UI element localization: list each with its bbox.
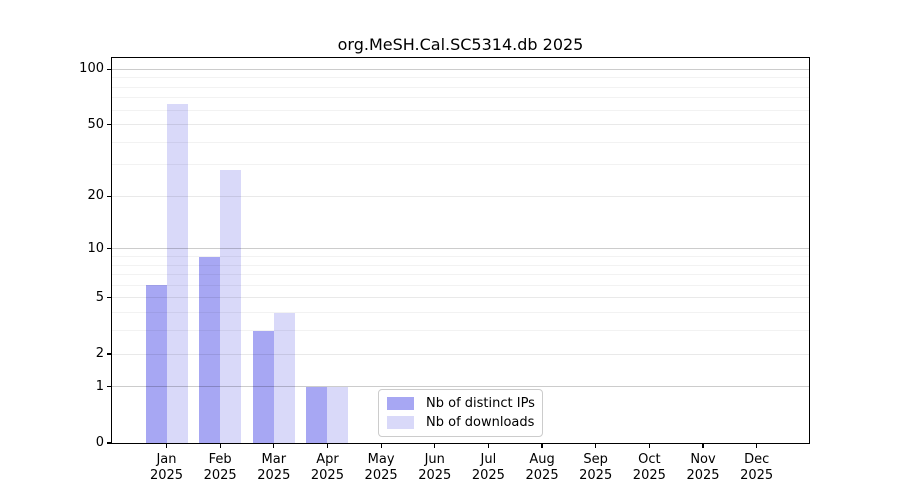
y-tick-label: 50 <box>87 116 104 132</box>
legend-swatch-downloads <box>387 416 414 429</box>
x-tick-label: Dec 2025 <box>740 452 774 483</box>
gridline-minor <box>112 330 809 332</box>
legend-swatch-distinct-ips <box>387 397 414 410</box>
x-tick-mark <box>702 444 704 448</box>
bar-distinct-ips <box>199 256 221 443</box>
x-tick-mark <box>434 444 436 448</box>
y-tick-label: 1 <box>95 378 104 394</box>
gridline-minor <box>112 77 809 79</box>
bar-downloads <box>166 103 188 443</box>
bar-distinct-ips <box>252 330 274 443</box>
gridline-major <box>112 386 809 388</box>
y-tick-label: 20 <box>87 188 104 204</box>
gridline-minor <box>112 312 809 314</box>
y-tick-mark <box>107 442 111 444</box>
y-tick-mark <box>107 195 111 197</box>
y-tick-mark <box>107 386 111 388</box>
gridline-minor <box>112 264 809 266</box>
bar-downloads <box>327 386 349 443</box>
x-tick-label: Oct 2025 <box>632 452 666 483</box>
chart-title: org.MeSH.Cal.SC5314.db 2025 <box>337 35 584 54</box>
x-tick-label: Jan 2025 <box>149 452 184 483</box>
x-tick-label: Apr 2025 <box>310 452 344 483</box>
x-tick-label: Sep 2025 <box>579 452 613 483</box>
y-tick-label: 5 <box>95 289 104 305</box>
x-tick-label: Jun 2025 <box>418 452 452 483</box>
gridline-minor <box>112 284 809 286</box>
legend-item-distinct-ips: Nb of distinct IPs <box>387 396 535 411</box>
bar-distinct-ips <box>306 386 328 443</box>
legend-label-distinct-ips: Nb of distinct IPs <box>426 396 535 411</box>
x-tick-mark <box>648 444 650 448</box>
x-tick-mark <box>756 444 758 448</box>
bar-distinct-ips <box>145 285 167 443</box>
x-tick-mark <box>165 444 168 448</box>
gridline-minor <box>112 109 809 111</box>
gridline-major <box>112 124 809 126</box>
x-tick-mark <box>219 444 221 448</box>
gridline-major <box>112 248 809 250</box>
y-tick-mark <box>107 353 111 355</box>
y-tick-mark <box>107 297 111 299</box>
y-tick-label: 0 <box>95 435 104 450</box>
gridline-minor <box>112 256 809 257</box>
y-tick-mark <box>107 123 111 126</box>
x-tick-label: Jul 2025 <box>471 452 505 483</box>
y-tick-label: 2 <box>95 346 104 362</box>
legend-item-downloads: Nb of downloads <box>387 415 535 430</box>
x-tick-mark <box>273 444 275 448</box>
gridline-major <box>112 195 809 197</box>
gridline-minor <box>112 141 809 143</box>
x-tick-mark <box>487 444 489 448</box>
gridline-major <box>112 297 809 299</box>
gridline-major <box>112 68 809 70</box>
gridline-minor <box>112 86 809 88</box>
gridline-major <box>112 353 809 355</box>
y-tick-mark <box>107 248 111 250</box>
y-tick-label: 10 <box>87 240 104 256</box>
x-tick-label: Feb 2025 <box>203 452 237 483</box>
legend-label-downloads: Nb of downloads <box>426 415 535 430</box>
y-tick-label: 100 <box>79 61 104 77</box>
x-tick-mark <box>541 444 543 448</box>
y-tick-mark <box>107 68 111 70</box>
bar-downloads <box>220 170 242 443</box>
x-tick-label: Mar 2025 <box>257 452 291 483</box>
bar-downloads <box>273 312 295 443</box>
x-tick-mark <box>595 444 597 448</box>
x-tick-label: Aug 2025 <box>525 452 559 483</box>
gridline-minor <box>112 97 809 99</box>
x-tick-mark <box>326 444 329 448</box>
x-tick-label: Nov 2025 <box>686 452 720 483</box>
x-tick-mark <box>380 444 382 448</box>
legend: Nb of distinct IPs Nb of downloads <box>378 389 543 437</box>
x-tick-label: May 2025 <box>364 452 398 483</box>
gridline-minor <box>112 274 809 276</box>
gridline-minor <box>112 164 809 166</box>
